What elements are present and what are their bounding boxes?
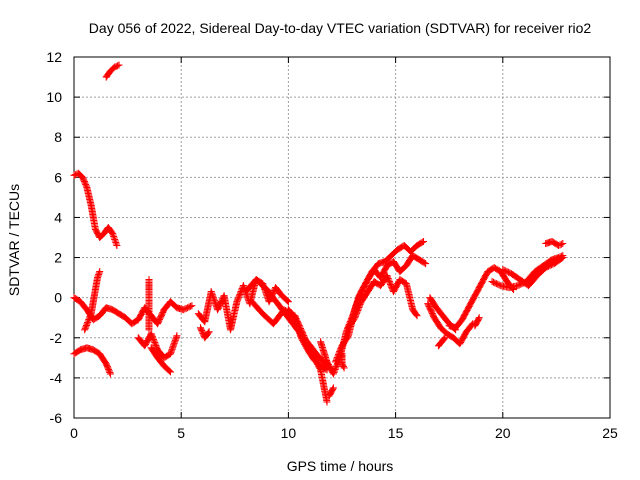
x-tick-label: 25 [602,425,618,441]
y-tick-label: 0 [54,290,62,306]
series-trace-13 [284,306,331,374]
y-tick-label: 10 [46,89,62,105]
series-marks [70,344,114,378]
series-trace-19 [424,300,477,348]
series-marks [499,254,567,290]
y-tick-label: -2 [50,330,63,346]
series-marks [102,61,123,81]
series-trace-21 [435,334,449,350]
y-tick-label: 8 [54,129,62,145]
series-trace-6 [134,330,181,362]
series-trace-11 [242,276,331,406]
series-marks [134,330,181,362]
axis-ticks: 0 5 10 15 20 25 -6 -4 -2 0 2 4 6 8 10 12 [46,49,618,441]
series-marks [338,350,348,372]
series-trace-4 [70,294,196,328]
series-marks [445,264,517,332]
series-marks [325,384,337,400]
series-marks [147,344,174,376]
x-tick-label: 15 [388,425,404,441]
series-marks [424,300,477,348]
series-marks [81,268,104,334]
x-axis-label: GPS time / hours [287,458,394,474]
series-marks [284,306,331,374]
series-trace-10 [197,324,213,342]
y-tick-label: 2 [54,250,62,266]
series-trace-15 [325,384,337,400]
series-trace-23 [471,314,483,330]
series-marks [542,238,567,249]
series-marks [471,314,483,330]
x-tick-label: 10 [281,425,297,441]
x-tick-label: 5 [177,425,185,441]
series-marks [344,272,421,332]
data-marks [70,61,567,406]
series-trace-5 [81,268,104,334]
plot-frame [73,56,611,419]
series-trace-25 [499,254,567,290]
series-trace-18 [338,350,348,372]
series-marks [242,276,331,406]
series-marks [70,294,196,328]
series-trace-2 [102,61,123,81]
y-axis-label: SDTVAR / TECUs [6,184,22,296]
y-tick-label: 6 [54,169,62,185]
x-tick-label: 0 [70,425,78,441]
series-marks [70,169,121,249]
series-trace-7 [145,276,153,334]
series-trace-26 [542,238,567,249]
series-trace-8 [147,344,174,376]
y-tick-label: 12 [46,49,62,65]
series-trace-22 [445,264,517,332]
x-tick-label: 20 [495,425,511,441]
y-tick-label: -6 [50,410,63,426]
series-marks [145,276,153,334]
y-tick-label: -4 [50,370,63,386]
chart-title: Day 056 of 2022, Sidereal Day-to-day VTE… [89,20,592,36]
series-marks [197,324,213,342]
series-trace-3 [70,344,114,378]
series-trace-17 [344,272,421,332]
series-trace-1 [70,169,121,249]
series-marks [435,334,449,350]
y-tick-label: 4 [54,209,62,225]
